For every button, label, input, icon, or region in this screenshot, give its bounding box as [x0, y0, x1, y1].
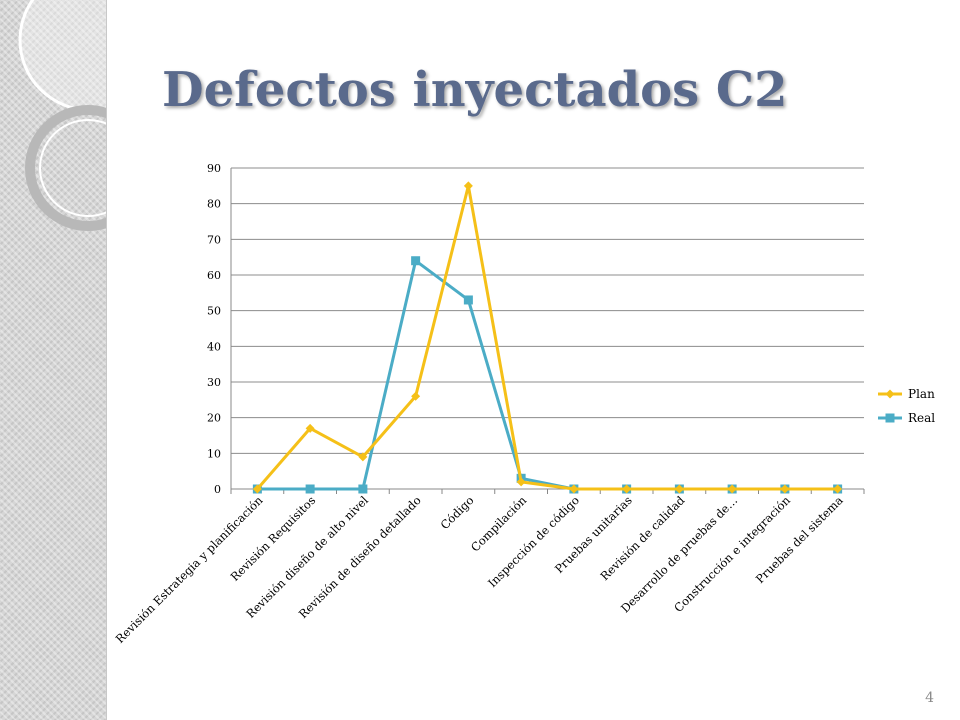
- y-tick-label: 10: [207, 447, 221, 460]
- data-point-plan: [358, 452, 368, 462]
- x-axis-ticks: Revisión Estrategia y planificaciónRevis…: [113, 493, 846, 646]
- series-real: [252, 256, 843, 494]
- y-tick-label: 80: [207, 198, 221, 211]
- data-point-plan: [569, 484, 579, 494]
- x-tick-label: Código: [438, 493, 477, 532]
- data-point-real: [463, 295, 473, 305]
- data-point-real: [305, 484, 315, 494]
- y-tick-label: 50: [207, 305, 221, 318]
- legend-label-plan: Plan: [908, 387, 935, 401]
- data-point-plan: [833, 484, 843, 494]
- legend-swatch-marker: [885, 389, 895, 399]
- x-tick-label: Pruebas del sistema: [753, 493, 846, 586]
- data-point-plan: [305, 423, 315, 433]
- y-tick-label: 20: [207, 412, 221, 425]
- y-axis-ticks: 0 10 20 30 40 50 60 70 80 90: [207, 162, 221, 496]
- decorative-circles: [18, 0, 106, 231]
- series-plan: [252, 181, 843, 494]
- x-tick-label: Inspección de código: [485, 493, 582, 590]
- data-point-plan: [516, 477, 526, 487]
- legend-label-real: Real: [908, 411, 935, 425]
- data-point-plan: [622, 484, 632, 494]
- slide-title: Defectos inyectados C2: [162, 62, 788, 118]
- data-point-plan: [463, 181, 473, 191]
- legend-swatch-marker: [885, 413, 895, 423]
- y-tick-label: 70: [207, 233, 221, 246]
- legend: Plan Real: [878, 387, 935, 425]
- series-line-real: [257, 259, 838, 491]
- data-point-plan: [780, 484, 790, 494]
- y-tick-label: 40: [207, 340, 221, 353]
- y-tick-label: 60: [207, 269, 221, 282]
- series-line-plan: [256, 184, 838, 491]
- y-tick-label: 0: [214, 483, 221, 496]
- data-point-real: [358, 484, 368, 494]
- data-point-real: [411, 256, 421, 266]
- data-point-plan: [674, 484, 684, 494]
- slide-number: 4: [925, 690, 934, 706]
- decorative-side-strip: [0, 0, 107, 720]
- series-layer: [252, 181, 843, 494]
- grid-lines: [230, 167, 865, 494]
- y-tick-label: 30: [207, 376, 221, 389]
- data-point-plan: [411, 391, 421, 401]
- y-tick-label: 90: [207, 162, 221, 175]
- data-point-plan: [252, 484, 262, 494]
- data-point-plan: [727, 484, 737, 494]
